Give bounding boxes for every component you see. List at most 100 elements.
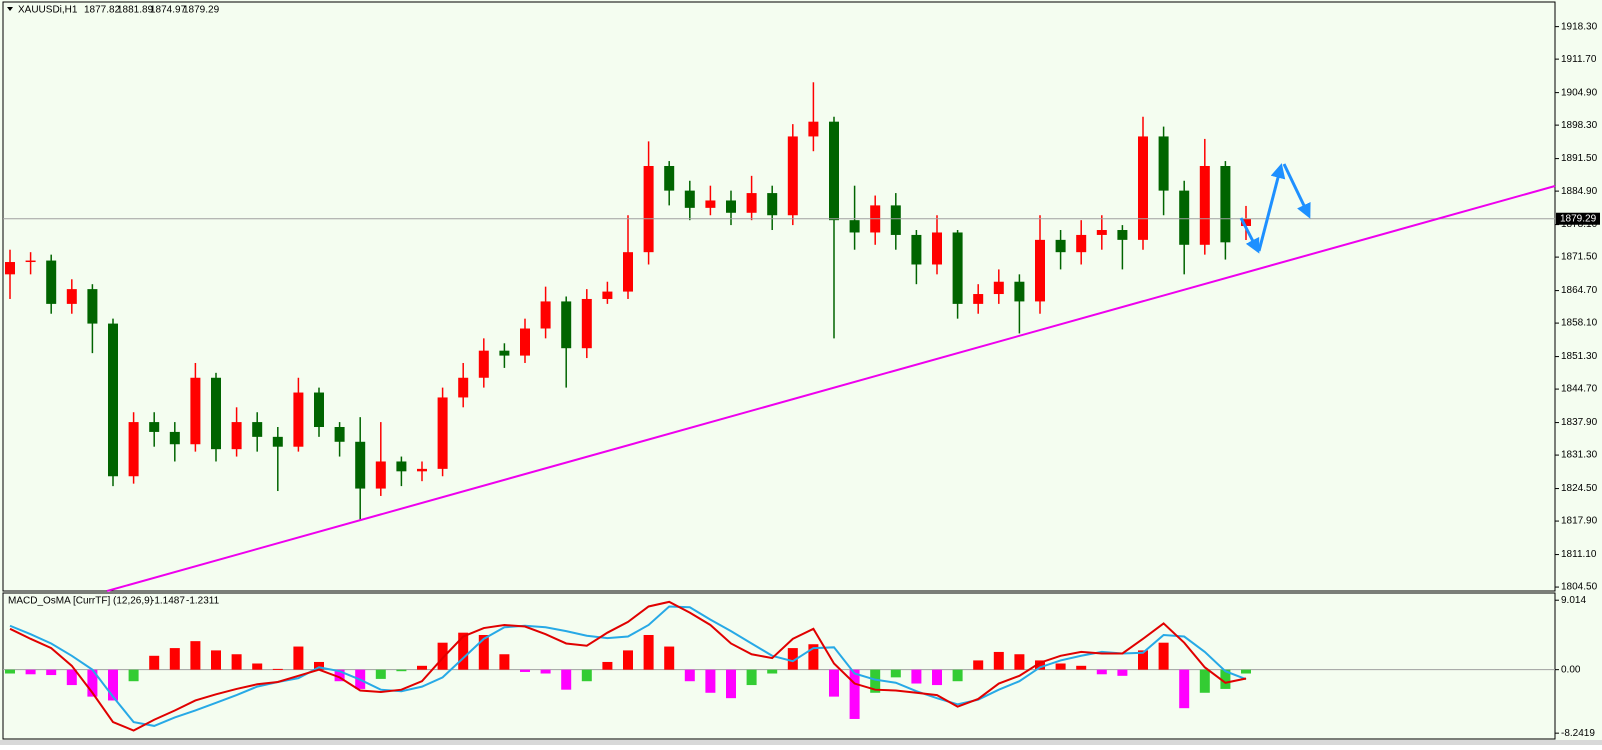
histogram-bar <box>1220 669 1231 689</box>
y-tick-label: 1911.70 <box>1561 54 1597 65</box>
y-tick-label: 1918.30 <box>1561 21 1598 32</box>
candle-body <box>1096 230 1107 235</box>
histogram-bar <box>293 646 304 670</box>
histogram-bar <box>190 641 201 670</box>
histogram-bar <box>808 644 819 670</box>
histogram-bar <box>767 669 778 674</box>
candle-body <box>1220 165 1231 243</box>
y-tick-label: 1837.90 <box>1561 417 1598 428</box>
histogram-bar <box>478 634 489 670</box>
histogram-bar <box>1035 660 1045 670</box>
candle-body <box>726 200 736 213</box>
candle-body <box>581 298 592 349</box>
candle-body <box>684 190 695 208</box>
histogram-bar <box>952 669 963 682</box>
y-tick-label: 1831.30 <box>1561 450 1598 461</box>
candle-body <box>231 422 242 450</box>
histogram-bar <box>1117 669 1128 676</box>
y-tick-label: 1904.90 <box>1561 87 1598 98</box>
candle-body <box>643 165 654 253</box>
candle-body <box>932 232 942 265</box>
histogram-bar <box>458 632 469 670</box>
histogram-bar <box>108 669 118 701</box>
forecast-arrow <box>1282 163 1311 219</box>
trend-line <box>106 185 1556 592</box>
histogram-bar <box>128 669 139 682</box>
candle-body <box>375 461 386 489</box>
forecast-arrow <box>1257 163 1286 252</box>
histogram-bar <box>520 669 530 672</box>
y-tick-label: 1851.30 <box>1561 351 1598 362</box>
candle-body <box>540 301 551 329</box>
histogram-bar <box>643 634 654 670</box>
y-tick-label: 0.00 <box>1561 664 1581 675</box>
histogram-bar <box>1158 642 1169 670</box>
histogram-bar <box>684 669 695 682</box>
histogram-bar <box>1076 665 1087 670</box>
candle-body <box>128 422 139 477</box>
histogram-bar <box>252 663 263 670</box>
histogram-bar <box>1241 669 1251 674</box>
histogram-bar <box>66 669 77 686</box>
candle-body <box>25 260 36 263</box>
y-tick-label: 9.014 <box>1561 595 1586 606</box>
histogram-bar <box>272 668 283 670</box>
candle-body <box>911 234 922 265</box>
y-tick-label: 1804.50 <box>1561 582 1598 593</box>
histogram-bar <box>561 669 572 690</box>
candle-body <box>417 468 427 472</box>
histogram-bar <box>746 669 757 686</box>
histogram-bar <box>437 642 448 670</box>
histogram-bar <box>1179 669 1190 709</box>
histogram-bar <box>829 669 839 697</box>
y-tick-label: 1878.10 <box>1561 219 1598 230</box>
main-plot: 1918.30 1911.70 1904.90 1898.30 1891.50 1884.… <box>3 21 1600 593</box>
y-tick-label: 1864.70 <box>1561 285 1598 296</box>
histogram-bar <box>46 669 57 676</box>
ohlc-open: 1877.82 <box>84 5 121 16</box>
candle-body <box>746 193 757 213</box>
histogram-bar <box>1014 654 1025 670</box>
y-tick-label: 1884.90 <box>1561 186 1598 197</box>
candle-body <box>87 289 98 324</box>
histogram-bar <box>664 646 675 670</box>
histogram-bar <box>231 654 242 670</box>
candle-body <box>993 281 1004 295</box>
candle-body <box>5 262 15 275</box>
macd-main-value: -1.1487 <box>151 596 185 607</box>
histogram-bar <box>890 669 901 678</box>
candle-body <box>829 121 839 221</box>
histogram-bar <box>87 669 98 697</box>
macd-title: MACD_OsMA [CurrTF] (12,26,9) <box>8 596 153 607</box>
candle-body <box>767 193 778 216</box>
candle-body <box>293 392 304 447</box>
histogram-bar <box>417 665 427 670</box>
histogram-bar <box>5 669 15 674</box>
candle-body <box>108 323 118 477</box>
histogram-bar <box>726 669 736 699</box>
candle-body <box>437 397 448 469</box>
macd-panel <box>2 592 1556 740</box>
y-tick-label: 1811.10 <box>1561 549 1597 560</box>
candle-body <box>849 220 860 233</box>
histogram-bar <box>149 655 160 670</box>
histogram-bar <box>396 669 407 672</box>
candle-body <box>1076 234 1087 253</box>
y-tick-label: 1871.50 <box>1561 252 1598 263</box>
candle-body <box>1117 230 1128 240</box>
histogram-bar <box>623 650 633 670</box>
candle-body <box>520 328 530 356</box>
histogram-bar <box>973 660 984 670</box>
candle-body <box>602 291 613 299</box>
histogram-bar <box>1055 663 1066 670</box>
y-tick-label: 1891.50 <box>1561 153 1598 164</box>
candle-body <box>314 392 324 428</box>
candle-body <box>211 377 221 450</box>
signal-line <box>9 605 1247 727</box>
candle-body <box>1179 190 1190 245</box>
candle-body <box>973 294 984 304</box>
menu-icon[interactable] <box>7 7 13 11</box>
candle-body <box>808 121 819 137</box>
histogram-bar <box>375 669 386 679</box>
